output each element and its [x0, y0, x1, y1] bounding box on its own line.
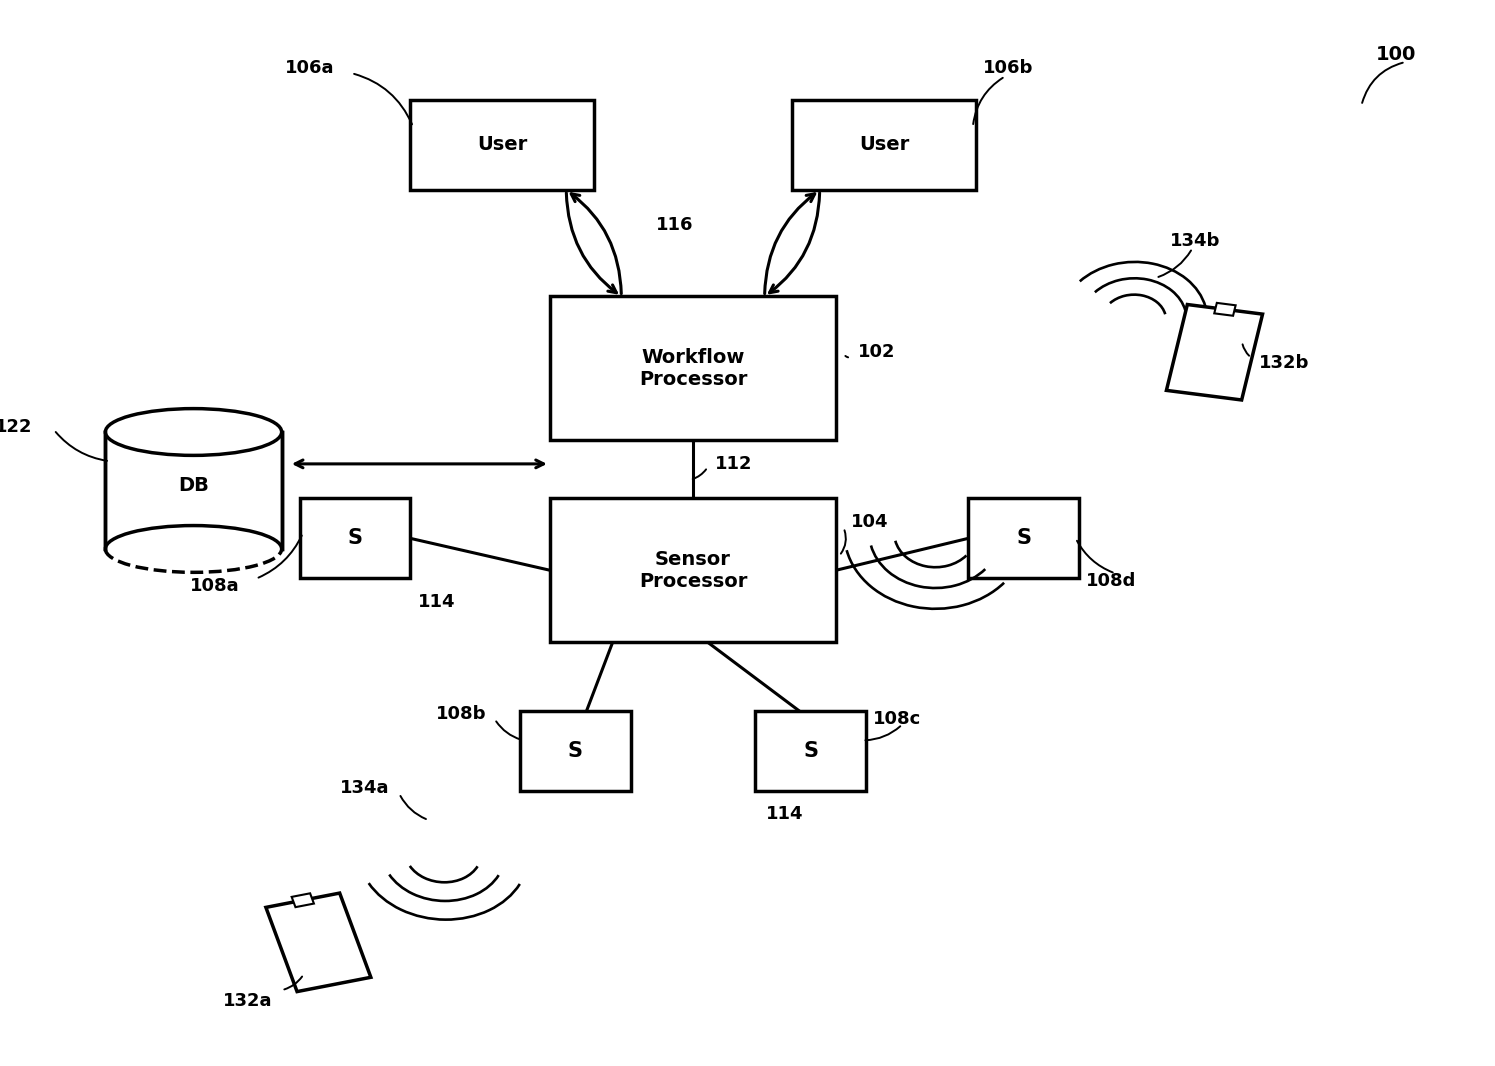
Text: 106b: 106b [984, 59, 1033, 77]
Text: 104: 104 [851, 514, 888, 531]
Bar [550, 499, 836, 642]
Bar [520, 711, 631, 791]
Text: 122: 122 [0, 418, 33, 436]
Bar [550, 296, 836, 440]
Text: 100: 100 [1375, 45, 1416, 64]
Text: 112: 112 [715, 455, 752, 473]
Text: 134b: 134b [1171, 231, 1221, 249]
Bar [410, 100, 594, 190]
Ellipse shape [105, 408, 281, 455]
Text: Workflow
Processor: Workflow Processor [638, 348, 748, 389]
Text: S: S [568, 741, 583, 761]
Bar [300, 499, 410, 578]
Text: S: S [348, 529, 363, 548]
Text: 114: 114 [417, 593, 454, 611]
Text: 108c: 108c [873, 710, 921, 728]
Polygon shape [1214, 303, 1236, 316]
Text: DB: DB [178, 475, 209, 495]
Text: 132a: 132a [223, 991, 272, 1010]
Bar [755, 711, 866, 791]
Text: 102: 102 [858, 343, 896, 361]
Bar [792, 100, 976, 190]
Text: User: User [477, 135, 528, 155]
Text: 134a: 134a [341, 779, 390, 797]
Text: S: S [1017, 529, 1032, 548]
Text: 116: 116 [656, 215, 694, 233]
Text: Sensor
Processor: Sensor Processor [638, 550, 748, 591]
Bar [105, 432, 281, 549]
Text: S: S [803, 741, 818, 761]
Text: 108a: 108a [190, 577, 239, 595]
Text: 114: 114 [765, 805, 803, 823]
Bar [969, 499, 1078, 578]
Text: User: User [858, 135, 909, 155]
Polygon shape [266, 893, 371, 991]
Text: 132b: 132b [1259, 354, 1310, 372]
Text: 108b: 108b [437, 705, 486, 723]
Polygon shape [292, 893, 314, 907]
Polygon shape [1166, 305, 1263, 400]
Text: 106a: 106a [286, 59, 335, 77]
Text: 108d: 108d [1085, 571, 1136, 589]
